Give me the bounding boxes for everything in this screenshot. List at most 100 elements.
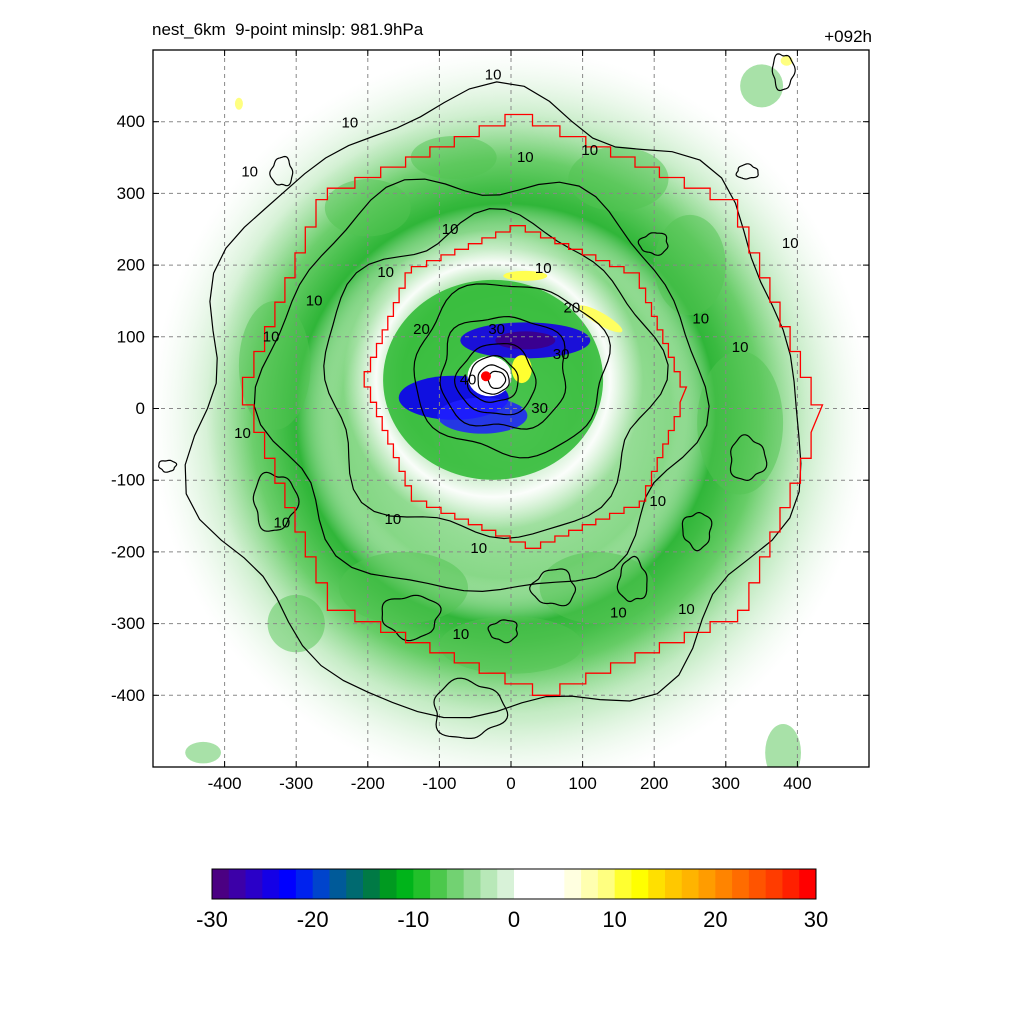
contour-label: 10 (453, 626, 470, 643)
contour-label: 10 (234, 425, 251, 442)
forecast-hour-label: +092h (824, 27, 872, 46)
colorbar-swatch (715, 869, 733, 899)
colorbar-tick-label: 0 (508, 907, 520, 932)
colorbar-swatch (748, 869, 767, 899)
colorbar-tick-label: -10 (397, 907, 429, 932)
colorbar-swatch (463, 869, 481, 899)
green-patch (740, 64, 784, 108)
y-tick-label: -100 (111, 471, 145, 490)
nest-boundary (241, 113, 824, 696)
green-patch (539, 551, 655, 624)
colorbar-swatch (295, 869, 314, 899)
contour-line (413, 283, 611, 459)
colorbar-swatch (631, 869, 649, 899)
green-patch (238, 300, 311, 431)
yellow-patch (503, 270, 548, 281)
colorbar-swatch (530, 869, 549, 899)
y-tick-label: 100 (117, 327, 145, 346)
blue-band-south (437, 397, 528, 434)
colorbar-swatch (564, 869, 582, 899)
yellow-patch (511, 355, 532, 384)
colorbar-swatch (597, 869, 616, 899)
contour-line (681, 512, 713, 552)
inner-nest-boundary (363, 225, 688, 549)
contour-label: 10 (342, 115, 359, 132)
contour-line (269, 155, 294, 187)
contour-label: 10 (377, 264, 394, 281)
contour-label: 40 (460, 371, 477, 388)
colorbar-swatch (446, 869, 465, 899)
colorbar-swatch (799, 869, 817, 899)
x-tick-label: 300 (712, 774, 740, 793)
contour-label: 10 (581, 142, 598, 159)
contour-line (529, 568, 577, 607)
green-patch (339, 551, 469, 624)
contour-label: 20 (413, 321, 430, 338)
colorbar-swatch (765, 869, 783, 899)
colorbar-swatch (782, 869, 800, 899)
colorbar-swatch (648, 869, 666, 899)
green-patch (765, 723, 801, 767)
colorbar-frame (211, 868, 817, 900)
x-tick-label: 100 (568, 774, 596, 793)
colorbar-swatch (262, 869, 280, 899)
x-tick-label: -300 (279, 774, 313, 793)
storm-center-marker (480, 371, 491, 382)
colorbar-swatch (665, 869, 683, 899)
y-tick-label: -300 (111, 614, 145, 633)
contour-line (729, 434, 768, 482)
wind-field-heatmap (153, 50, 869, 767)
colorbar-tick-label: 10 (602, 907, 626, 932)
contour-line (381, 594, 442, 642)
y-tick-label: 200 (117, 256, 145, 275)
colorbar-tick-label: 20 (703, 907, 727, 932)
colorbar-swatch (228, 869, 247, 899)
colorbar-swatch (614, 869, 632, 899)
colorbar-swatch (312, 869, 330, 899)
contour-label: 10 (385, 511, 402, 528)
contour-line (735, 163, 759, 180)
contour-label: 10 (274, 515, 291, 532)
contour-line (253, 178, 710, 593)
contour-line (433, 677, 509, 739)
colorbar-swatch (547, 869, 565, 899)
x-tick-label: 0 (506, 774, 515, 793)
yellow-patch (578, 305, 623, 333)
y-tick-label: 300 (117, 184, 145, 203)
x-tick-label: 200 (640, 774, 668, 793)
contour-line (771, 53, 796, 92)
contour-label: 10 (678, 601, 695, 618)
contour-line (477, 364, 510, 395)
colorbar-tick-label: -30 (196, 907, 228, 932)
contour-label: 10 (241, 163, 258, 180)
y-tick-label: 400 (117, 112, 145, 131)
colorbar-swatch (732, 869, 750, 899)
contour-line (467, 354, 519, 403)
contour-line (252, 471, 300, 532)
contour-label: 10 (610, 604, 627, 621)
colorbar-swatch (379, 869, 398, 899)
colorbar-tick-label: 30 (804, 907, 828, 932)
x-tick-label: 400 (783, 774, 811, 793)
x-tick-label: -400 (208, 774, 242, 793)
colorbar-swatch (212, 869, 230, 899)
contour-label: 30 (488, 321, 505, 338)
purple-core (495, 331, 556, 350)
contour-line (487, 619, 518, 644)
contour-line (637, 232, 669, 256)
colorbar: -30 -20 -10 0 10 20 30 (196, 868, 828, 932)
contour-label: 30 (531, 400, 548, 417)
outer-nest-boundary (241, 113, 824, 696)
colorbar-swatch (346, 869, 364, 899)
y-tick-label: -200 (111, 542, 145, 561)
contour-label: 10 (263, 328, 280, 345)
colorbar-swatch (698, 869, 716, 899)
colorbar-swatch (329, 869, 347, 899)
colorbar-tick-label: -20 (297, 907, 329, 932)
y-tick-label: 0 (136, 399, 145, 418)
contour-line (439, 315, 567, 430)
contour-label: 10 (306, 292, 323, 309)
colorbar-swatch (279, 869, 297, 899)
contour-label: 20 (564, 300, 581, 317)
